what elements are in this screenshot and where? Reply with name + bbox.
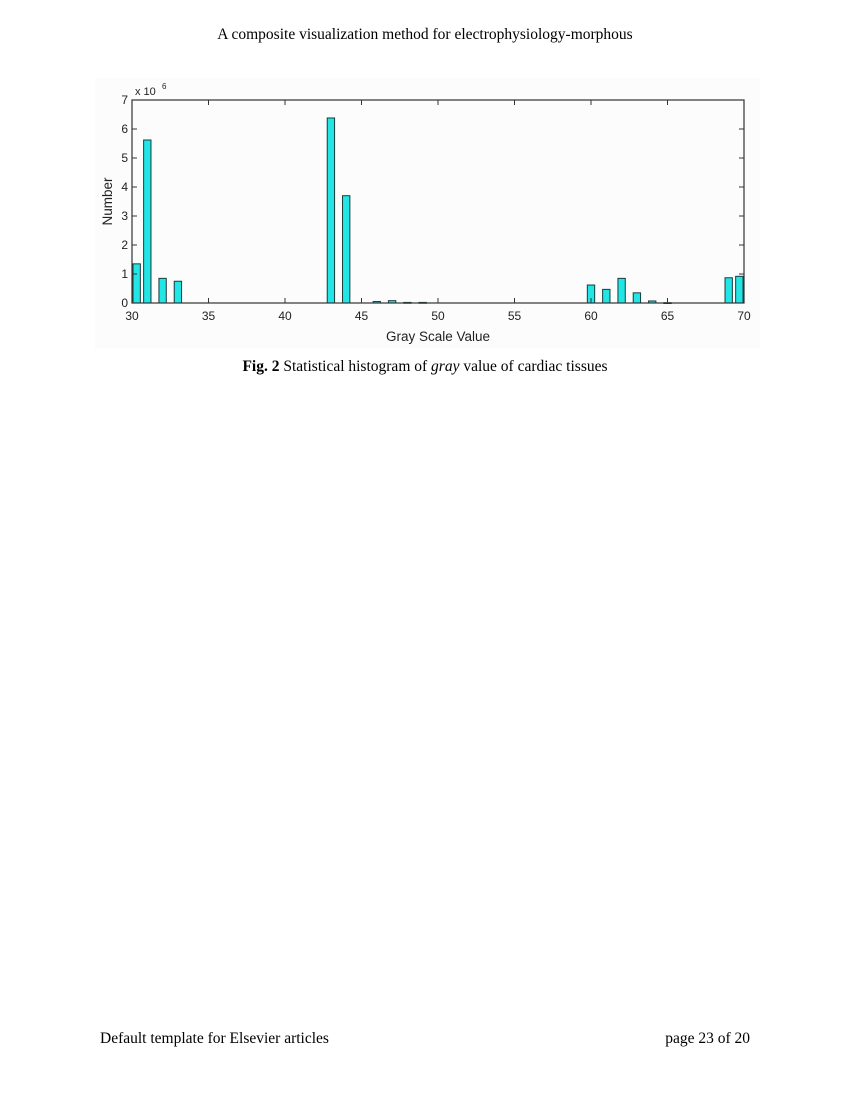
- histogram-bar: [143, 139, 152, 304]
- y-tick-label: 0: [121, 296, 128, 310]
- histogram-bar: [158, 277, 167, 304]
- running-title: A composite visualization method for ele…: [217, 26, 633, 43]
- plot-area-frame: [131, 99, 745, 304]
- y-tick-label: 6: [121, 122, 128, 136]
- x-tick-label: 60: [584, 309, 598, 323]
- y-tick-label: 3: [121, 209, 128, 223]
- histogram-bar: [342, 195, 351, 304]
- histogram-bar: [602, 288, 611, 304]
- caption-text-italic: gray: [431, 358, 460, 375]
- y-multiplier-exponent: 6: [162, 82, 167, 91]
- x-tick-label: 55: [508, 309, 522, 323]
- y-tick-label: 4: [121, 180, 128, 194]
- y-tick-label: 2: [121, 238, 128, 252]
- x-tick-label: 40: [278, 309, 292, 323]
- y-axis-label: Number: [100, 177, 115, 226]
- figure-caption: Fig. 2 Statistical histogram of gray val…: [0, 358, 850, 376]
- y-tick-label: 1: [121, 267, 128, 281]
- histogram-bar: [617, 277, 626, 304]
- histogram-bar: [735, 275, 744, 304]
- footer-template-note: Default template for Elsevier articles: [100, 1030, 329, 1047]
- x-tick-label: 35: [202, 309, 216, 323]
- y-tick-label: 5: [121, 151, 128, 165]
- x-tick-label: 65: [661, 309, 675, 323]
- histogram-bar: [724, 277, 733, 304]
- x-axis-label: Gray Scale Value: [386, 329, 490, 344]
- histogram-bar: [632, 292, 642, 304]
- x-tick-label: 45: [355, 309, 369, 323]
- x-tick-label: 50: [431, 309, 445, 323]
- histogram-bar: [132, 263, 141, 304]
- footer-page-number: page 23 of 20: [665, 1030, 750, 1047]
- histogram-figure: 30 35 40 45 50 55 60 65 70 0 1 2 3 4 5 6 7 x 10 6 Gray Scal…: [95, 78, 760, 348]
- y-tick-label: 7: [121, 93, 128, 107]
- caption-text-post: value of cardiac tissues: [459, 358, 608, 375]
- x-tick-label: 70: [737, 309, 751, 323]
- histogram-bar: [326, 117, 336, 304]
- caption-text-pre: Statistical histogram of: [279, 358, 432, 375]
- caption-label: Fig. 2: [242, 358, 280, 375]
- y-multiplier-label: x 10: [135, 86, 156, 98]
- x-tick-label: 30: [125, 309, 139, 323]
- histogram-bar: [173, 280, 183, 304]
